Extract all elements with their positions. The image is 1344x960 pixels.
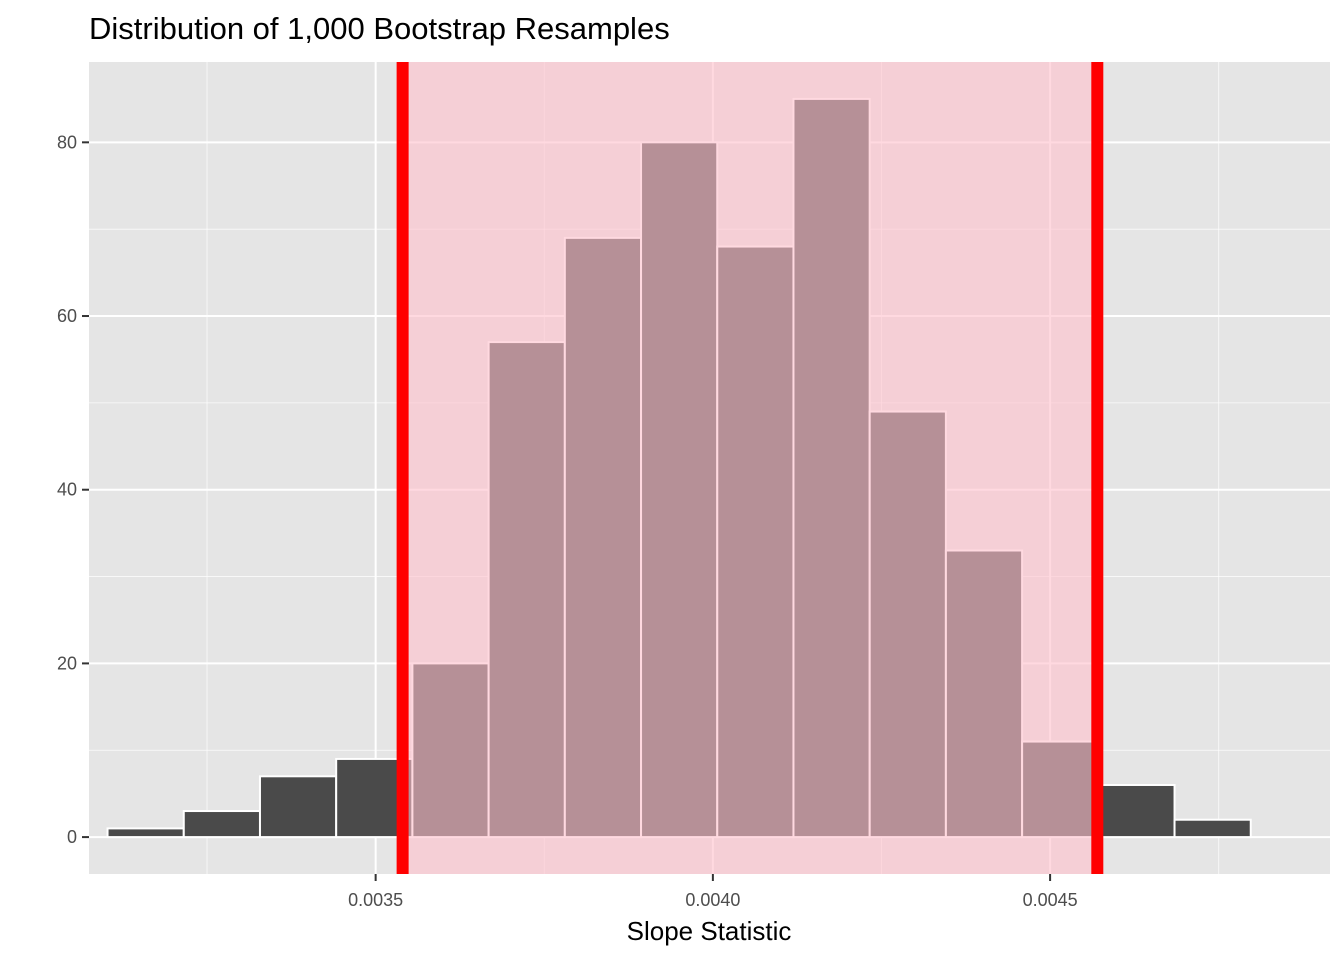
y-tick-label: 20 xyxy=(57,653,77,673)
x-tick-label: 0.0040 xyxy=(685,890,740,910)
histogram-bar xyxy=(258,775,338,839)
interval-shade xyxy=(402,62,1098,874)
y-tick-label: 60 xyxy=(57,306,77,326)
histogram-bar xyxy=(1097,783,1176,839)
y-tick-label: 40 xyxy=(57,480,77,500)
y-tick-label: 80 xyxy=(57,132,77,152)
y-axis: 0 20 40 60 80 xyxy=(57,132,89,847)
y-tick-label: 0 xyxy=(67,827,77,847)
histogram-bar xyxy=(106,827,185,839)
x-tick-label: 0.0045 xyxy=(1023,890,1078,910)
x-tick-label: 0.0035 xyxy=(348,890,403,910)
histogram-bar xyxy=(182,810,261,839)
chart-title: Distribution of 1,000 Bootstrap Resample… xyxy=(89,11,670,46)
x-axis-title: Slope Statistic xyxy=(627,916,792,946)
x-axis: 0.0035 0.0040 0.0045 xyxy=(348,874,1078,910)
confidence-interval xyxy=(396,62,1104,874)
histogram-bar xyxy=(1173,818,1252,839)
